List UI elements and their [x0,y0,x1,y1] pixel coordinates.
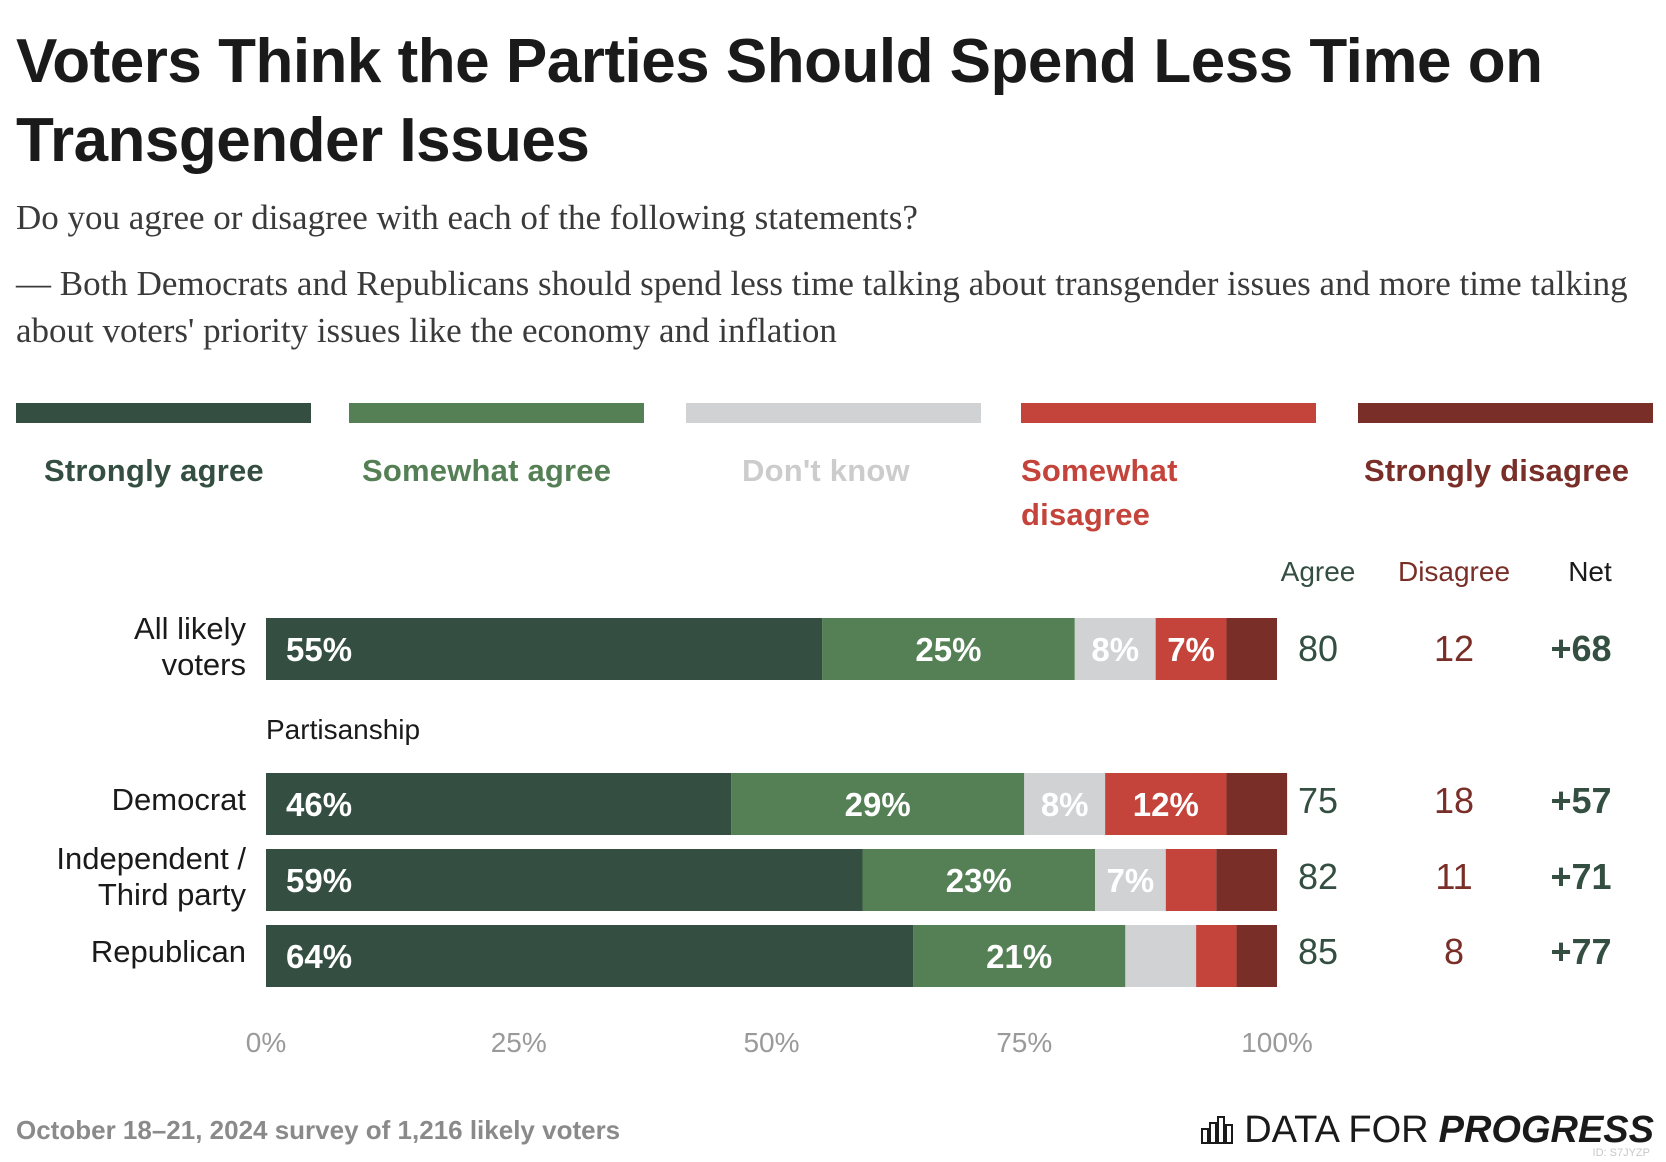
row-label-line: Third party [97,877,246,912]
disagree-value: 12 [1433,628,1475,669]
bar-segment-strongly-disagree-0 [1226,618,1277,680]
net-value: +71 [1550,856,1612,897]
disagree-value: 11 [1435,856,1473,897]
data-label: 46% [286,786,352,823]
brand-text-light: DATA FOR [1244,1109,1429,1151]
agree-value: 82 [1297,856,1339,897]
row-label-democrat: Democrat [6,782,246,818]
agree-value: 75 [1297,780,1339,821]
data-label: 55% [286,631,352,668]
chart-id: ID: S7JYZP [1592,1147,1650,1159]
legend-item-dont-know: Don't know [686,403,981,493]
data-label: 23% [946,862,1012,899]
x-tick-label: 25% [491,1027,547,1058]
bar-segment-somewhat-agree-3 [913,925,1126,987]
legend-label: Somewhat agree [362,453,612,488]
column-header-net: Net [1568,556,1612,587]
legend-swatch [686,403,981,423]
data-label: 59% [286,862,352,899]
legend-label: Strongly disagree [1364,453,1630,488]
data-label: 21% [986,938,1052,975]
row-label-line: All likely [134,611,246,646]
bar-segment-don-t-know-3 [1125,925,1197,987]
agree-value: 80 [1297,628,1339,669]
bar-segment-strongly-agree-3 [266,925,914,987]
bar-segment-don-t-know-0 [1074,618,1156,680]
data-label: 8% [1091,631,1139,668]
bar-segment-strongly-disagree-1 [1226,773,1288,835]
disagree-value: 18 [1433,780,1475,821]
legend-swatch [16,403,311,423]
legend-swatch [349,403,644,423]
bar-segment-don-t-know-2 [1095,849,1166,911]
bar-segment-somewhat-disagree-3 [1196,925,1237,987]
bar-segment-don-t-know-1 [1024,773,1106,835]
bar-segment-strongly-disagree-2 [1216,849,1277,911]
legend-item-somewhat-agree: Somewhat agree [349,403,644,493]
data-label: 7% [1167,631,1215,668]
brand-logo: DATA FOR PROGRESS [1200,1108,1654,1152]
bar-segment-somewhat-agree-1 [731,773,1025,835]
brand-text-strong: PROGRESS [1438,1109,1654,1151]
x-tick-label: 50% [743,1027,799,1058]
row-label-all-likely-voters: All likely voters [6,611,246,683]
net-value: +68 [1550,628,1612,669]
data-label: 64% [286,938,352,975]
bar-chart-logo-icon [1201,1116,1234,1144]
data-label: 7% [1107,862,1155,899]
legend-swatch [1021,403,1316,423]
bar-segment-somewhat-agree-0 [822,618,1075,680]
net-value: +77 [1550,931,1612,972]
row-label-line: Independent / [56,841,246,876]
legend-item-strongly-disagree: Strongly disagree [1358,403,1653,493]
bar-segment-strongly-disagree-3 [1236,925,1277,987]
net-value: +57 [1550,780,1612,821]
data-label: 8% [1041,786,1089,823]
chart-question: Do you agree or disagree with each of th… [16,198,918,237]
x-tick-label: 100% [1241,1027,1313,1058]
data-label: 25% [915,631,981,668]
legend-item-somewhat-disagree: Somewhat disagree [1021,403,1316,537]
column-header-agree: Agree [1280,556,1356,587]
row-label-line: voters [161,647,246,682]
survey-note: October 18–21, 2024 survey of 1,216 like… [16,1115,621,1145]
chart-statement: — Both Democrats and Republicans should … [16,264,1628,350]
column-header-disagree: Disagree [1397,556,1511,587]
bar-segment-somewhat-disagree-0 [1155,618,1227,680]
agree-value: 85 [1297,931,1339,972]
bar-segment-strongly-agree-2 [266,849,863,911]
bar-segment-somewhat-disagree-2 [1165,849,1217,911]
legend-label: Somewhat disagree [1021,453,1178,532]
x-tick-label: 75% [996,1027,1052,1058]
x-tick-label: 0% [246,1027,286,1058]
bar-segment-strongly-agree-1 [266,773,732,835]
legend-label: Don't know [742,453,910,488]
legend-item-strongly-agree: Strongly agree [16,403,311,493]
bar-segment-strongly-agree-0 [266,618,823,680]
bar-segment-somewhat-disagree-1 [1105,773,1227,835]
legend-swatch [1358,403,1653,423]
chart-title: Voters Think the Parties Should Spend Le… [16,27,1543,175]
row-label-independent: Independent / Third party [6,841,246,913]
row-label-line: Democrat [111,782,246,817]
legend-label: Strongly agree [44,453,264,488]
disagree-value: 8 [1443,931,1465,972]
row-label-republican: Republican [6,934,246,970]
bar-segment-somewhat-agree-2 [862,849,1096,911]
group-label-partisanship: Partisanship [266,714,421,745]
data-label: 12% [1133,786,1199,823]
row-label-line: Republican [90,934,246,969]
data-label: 29% [845,786,911,823]
